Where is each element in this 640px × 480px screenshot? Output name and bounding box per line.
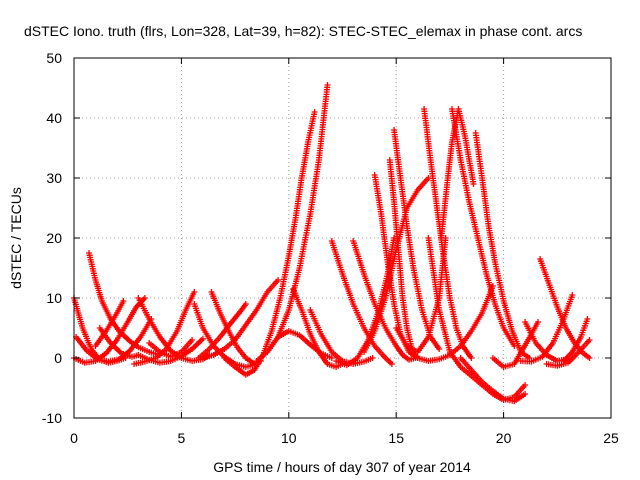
data-point-markers [221,109,318,378]
x-tick-label: 5 [178,430,186,446]
data-point-markers [489,319,541,370]
y-tick-label: 40 [46,110,62,126]
series-arc6 [92,298,127,349]
x-tick-label: 10 [281,430,297,446]
series-arc26 [386,157,415,349]
data-point-markers [96,325,142,360]
series-arc10 [146,337,196,360]
series-arc16 [253,82,331,364]
y-tick-label: 10 [46,290,62,306]
data-point-markers [560,316,591,364]
y-axis-label: dSTEC / TECUs [8,187,24,289]
series-arc18 [275,328,335,361]
y-tick-label: 30 [46,170,62,186]
data-point-markers [472,130,533,361]
series-arc15 [221,109,318,378]
x-tick-label: 20 [496,430,512,446]
series-arc34 [472,130,533,361]
axis-ticks: 0 5 10 15 20 25 -10 0 10 20 30 40 50 [42,50,619,446]
series-arc5 [96,325,142,360]
series-arc29 [421,106,475,361]
series-arc33 [457,355,529,405]
x-tick-label: 0 [70,430,78,446]
x-axis-label: GPS time / hours of day 307 of year 2014 [213,459,471,475]
y-tick-label: -10 [42,410,62,426]
y-tick-label: 50 [46,50,62,66]
data-point-markers [146,337,196,360]
y-tick-label: 0 [54,350,62,366]
data-point-markers [73,316,155,365]
data-point-markers [195,301,249,361]
series-arc31 [449,106,518,349]
series-arc13 [199,277,282,361]
series-arc35 [489,319,541,370]
data-point-markers [386,157,415,349]
series-arc3 [73,316,155,365]
data-point-markers [457,355,529,405]
data-point-markers [92,298,127,349]
series-arc9 [131,289,198,367]
y-tick-label: 20 [46,230,62,246]
data-point-markers [253,82,331,364]
x-tick-label: 15 [388,430,404,446]
x-tick-label: 25 [603,430,619,446]
series-arc30 [438,106,477,241]
data-point-markers [449,106,518,349]
data-point-markers [275,328,335,361]
data-point-markers [517,292,576,365]
plot-marks [71,82,593,405]
data-point-markers [131,289,198,367]
chart-title: dSTEC Iono. truth (flrs, Lon=328, Lat=39… [24,23,582,39]
data-point-markers [438,106,477,241]
series-arc14 [195,301,249,361]
series-arc38 [517,292,576,365]
series-arc40 [560,316,591,364]
data-point-markers [199,277,282,361]
data-point-markers [421,106,475,361]
